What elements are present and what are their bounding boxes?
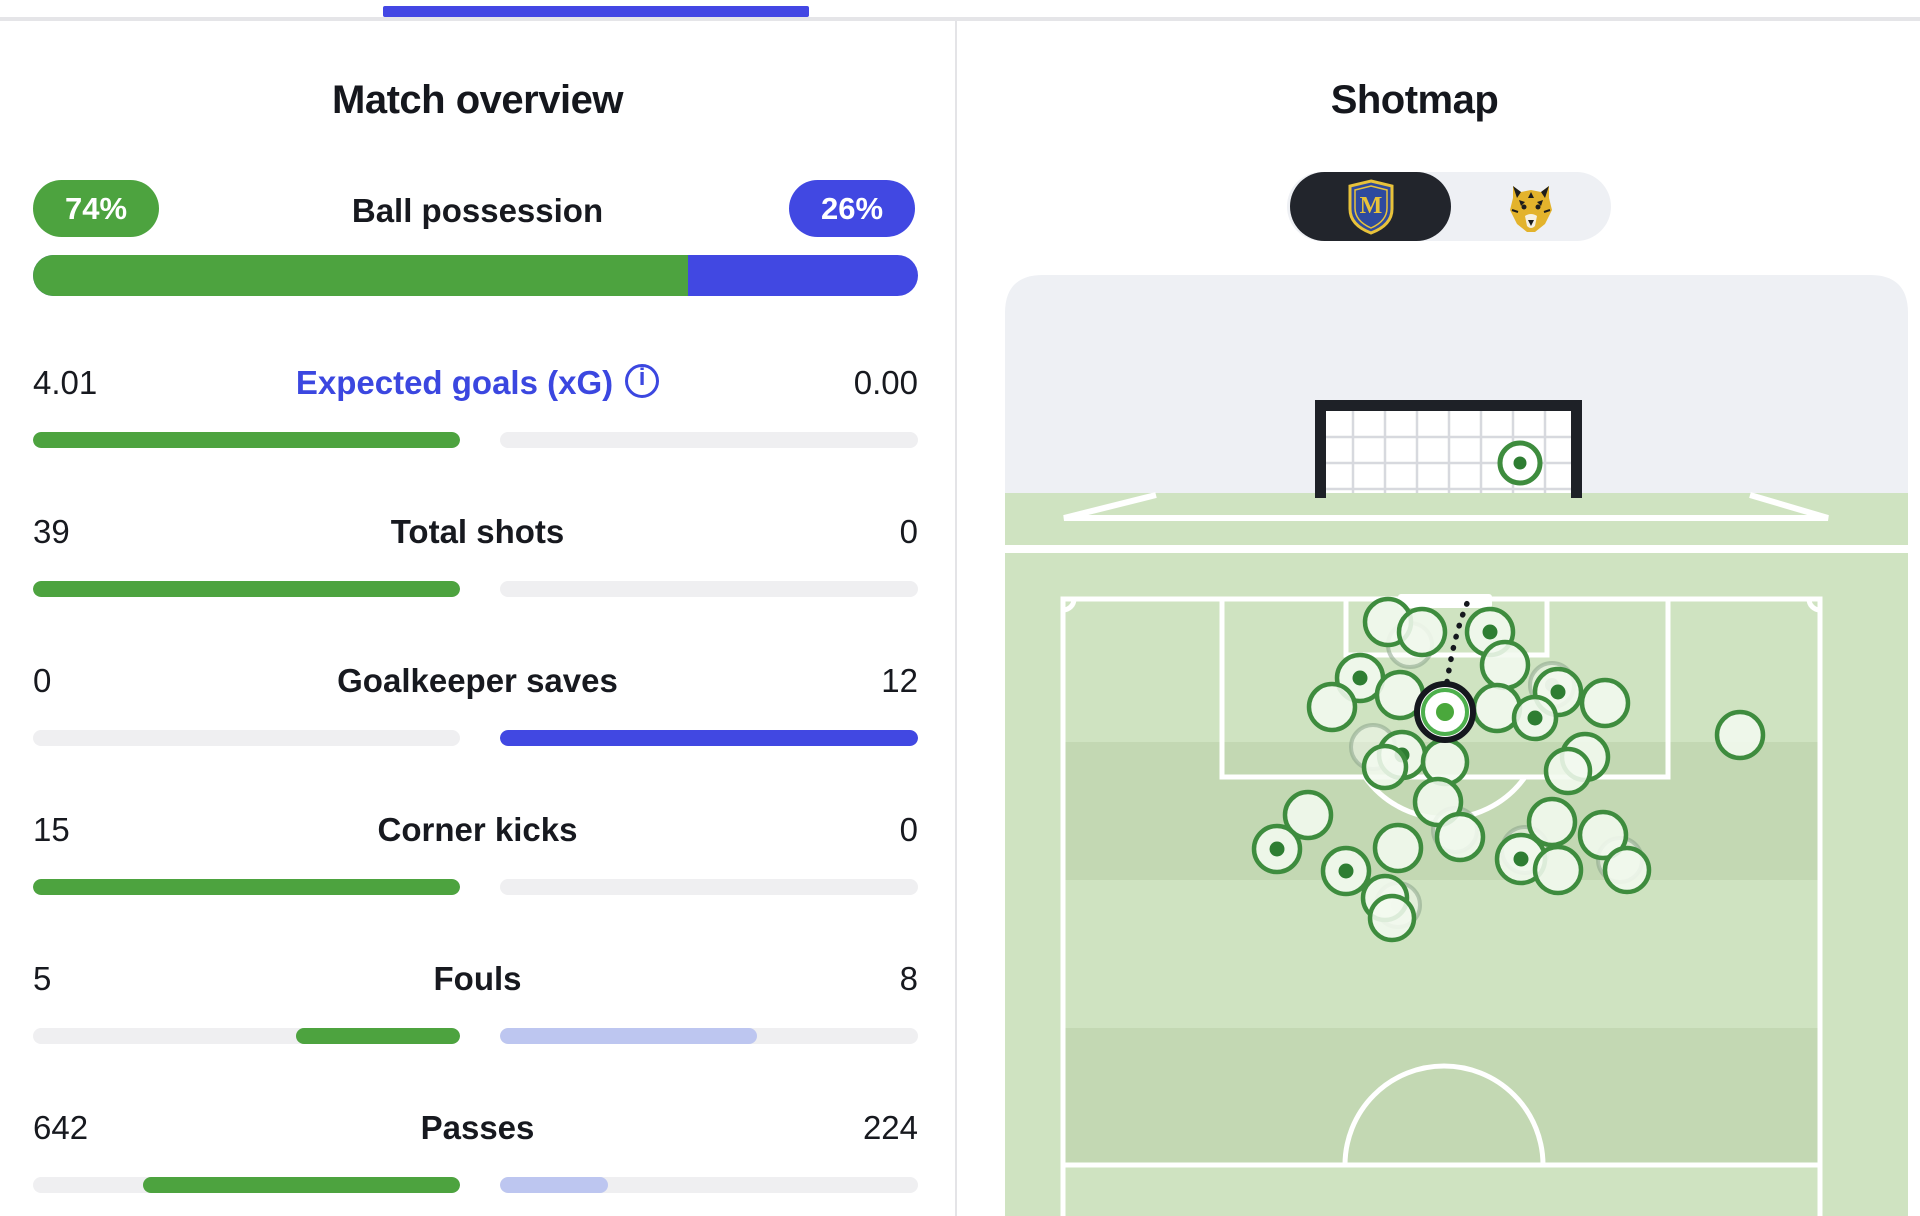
stat-home-value: 39 — [33, 513, 70, 550]
shot-dot — [1482, 624, 1498, 640]
shotmap-pitch[interactable] — [1005, 275, 1920, 1216]
goal-view-shot-dot — [1513, 456, 1527, 470]
stat-bar-home — [33, 432, 460, 448]
stat-bar-home — [33, 1028, 460, 1044]
shot-marker[interactable] — [1602, 845, 1652, 895]
svg-text:M: M — [1359, 193, 1382, 219]
stat-away-value: 8 — [899, 960, 918, 997]
home-team-logo-shield: M — [1348, 178, 1393, 235]
stat-bar-fill — [33, 879, 460, 895]
stat-bar-away — [500, 581, 918, 597]
stat-bar-fill — [33, 581, 460, 597]
stat-home-value: 15 — [33, 811, 70, 848]
shot-marker[interactable] — [1420, 737, 1470, 787]
top-tab-bar — [0, 0, 1920, 21]
stat-label: Expected goals (xG) — [0, 364, 955, 402]
shot-dot — [1527, 710, 1543, 726]
shot-marker[interactable] — [1532, 844, 1584, 896]
shot-marker[interactable] — [1543, 746, 1593, 796]
goal-line-perspective — [1063, 492, 1829, 521]
selected-shot-dot — [1436, 703, 1454, 721]
shot-marker[interactable] — [1306, 681, 1358, 733]
panel-divider — [955, 21, 957, 1216]
match-overview-panel: Match overview 74% Ball possession 26% 4… — [0, 21, 955, 1216]
possession-label: Ball possession — [351, 192, 604, 229]
stat-bar-away — [500, 730, 918, 746]
possession-bar — [33, 255, 918, 296]
team-toggle[interactable]: M — [1287, 172, 1611, 241]
shot-marker[interactable] — [1372, 822, 1424, 874]
shot-marker[interactable] — [1479, 639, 1531, 691]
pitch-stripe-dark-2 — [1061, 1028, 1822, 1165]
stat-away-value: 0 — [899, 811, 918, 848]
stat-away-value: 224 — [862, 1109, 918, 1146]
stat-bar-away — [500, 1177, 918, 1193]
shot-marker[interactable] — [1434, 811, 1486, 863]
possession-home-badge: 74% — [33, 180, 159, 237]
shot-marker[interactable] — [1714, 709, 1766, 761]
possession-away-badge: 26% — [789, 180, 915, 237]
shot-marker[interactable] — [1367, 893, 1417, 943]
shot-marker[interactable] — [1282, 789, 1334, 841]
stat-label: Corner kicks — [377, 811, 578, 848]
stat-bar-fill — [33, 432, 460, 448]
tab-bar-underline — [0, 17, 1920, 21]
stat-bar-fill — [143, 1177, 460, 1193]
goal-mouth-marking — [1398, 594, 1492, 608]
shot-dot — [1550, 684, 1566, 700]
shot-marker[interactable] — [1577, 809, 1629, 861]
stat-home-value: 642 — [33, 1109, 89, 1146]
stat-bar-home — [33, 1177, 460, 1193]
stat-bar-fill — [500, 1177, 609, 1193]
stat-bar-fill — [500, 1028, 758, 1044]
shot-marker[interactable] — [1579, 677, 1631, 729]
stat-home-value: 4.01 — [33, 364, 98, 401]
shot-marker[interactable] — [1396, 606, 1448, 658]
page-title: Match overview — [332, 78, 623, 122]
shot-dot — [1352, 670, 1368, 686]
stat-label: Goalkeeper saves — [337, 662, 618, 699]
stat-bar-fill — [500, 730, 918, 746]
shot-dot — [1269, 841, 1285, 857]
strip-gap — [1005, 545, 1908, 553]
stat-home-value: 5 — [33, 960, 52, 997]
shots-layer[interactable] — [1251, 440, 1766, 943]
stat-bar-home — [33, 581, 460, 597]
stat-label: Passes — [420, 1109, 535, 1146]
shotmap-panel: Shotmap M — [957, 21, 1920, 1216]
team-toggle-home[interactable]: M — [1290, 172, 1451, 241]
goal-backdrop — [1005, 275, 1908, 493]
away-team-logo-tiger — [1510, 185, 1552, 232]
info-icon[interactable] — [625, 364, 660, 398]
shotmap-title: Shotmap — [1330, 78, 1499, 122]
stat-away-value: 12 — [881, 662, 918, 699]
shot-marker[interactable] — [1361, 743, 1409, 791]
stat-bar-away — [500, 879, 918, 895]
active-tab-indicator[interactable] — [383, 6, 809, 17]
stat-away-value: 0 — [899, 513, 918, 550]
shot-dot — [1338, 863, 1354, 879]
stat-away-value: 0.00 — [853, 364, 918, 401]
stat-bar-fill — [295, 1028, 460, 1044]
shot-dot — [1513, 851, 1529, 867]
team-toggle-away[interactable] — [1451, 172, 1611, 241]
shot-marker[interactable] — [1526, 796, 1578, 848]
stat-bar-home — [33, 879, 460, 895]
stat-home-value: 0 — [33, 662, 52, 699]
stat-bar-away — [500, 432, 918, 448]
stat-bar-home — [33, 730, 460, 746]
stat-label: Fouls — [433, 960, 522, 997]
stat-bar-away — [500, 1028, 918, 1044]
stat-label: Total shots — [390, 513, 565, 550]
possession-bar-home-fill — [33, 255, 688, 296]
